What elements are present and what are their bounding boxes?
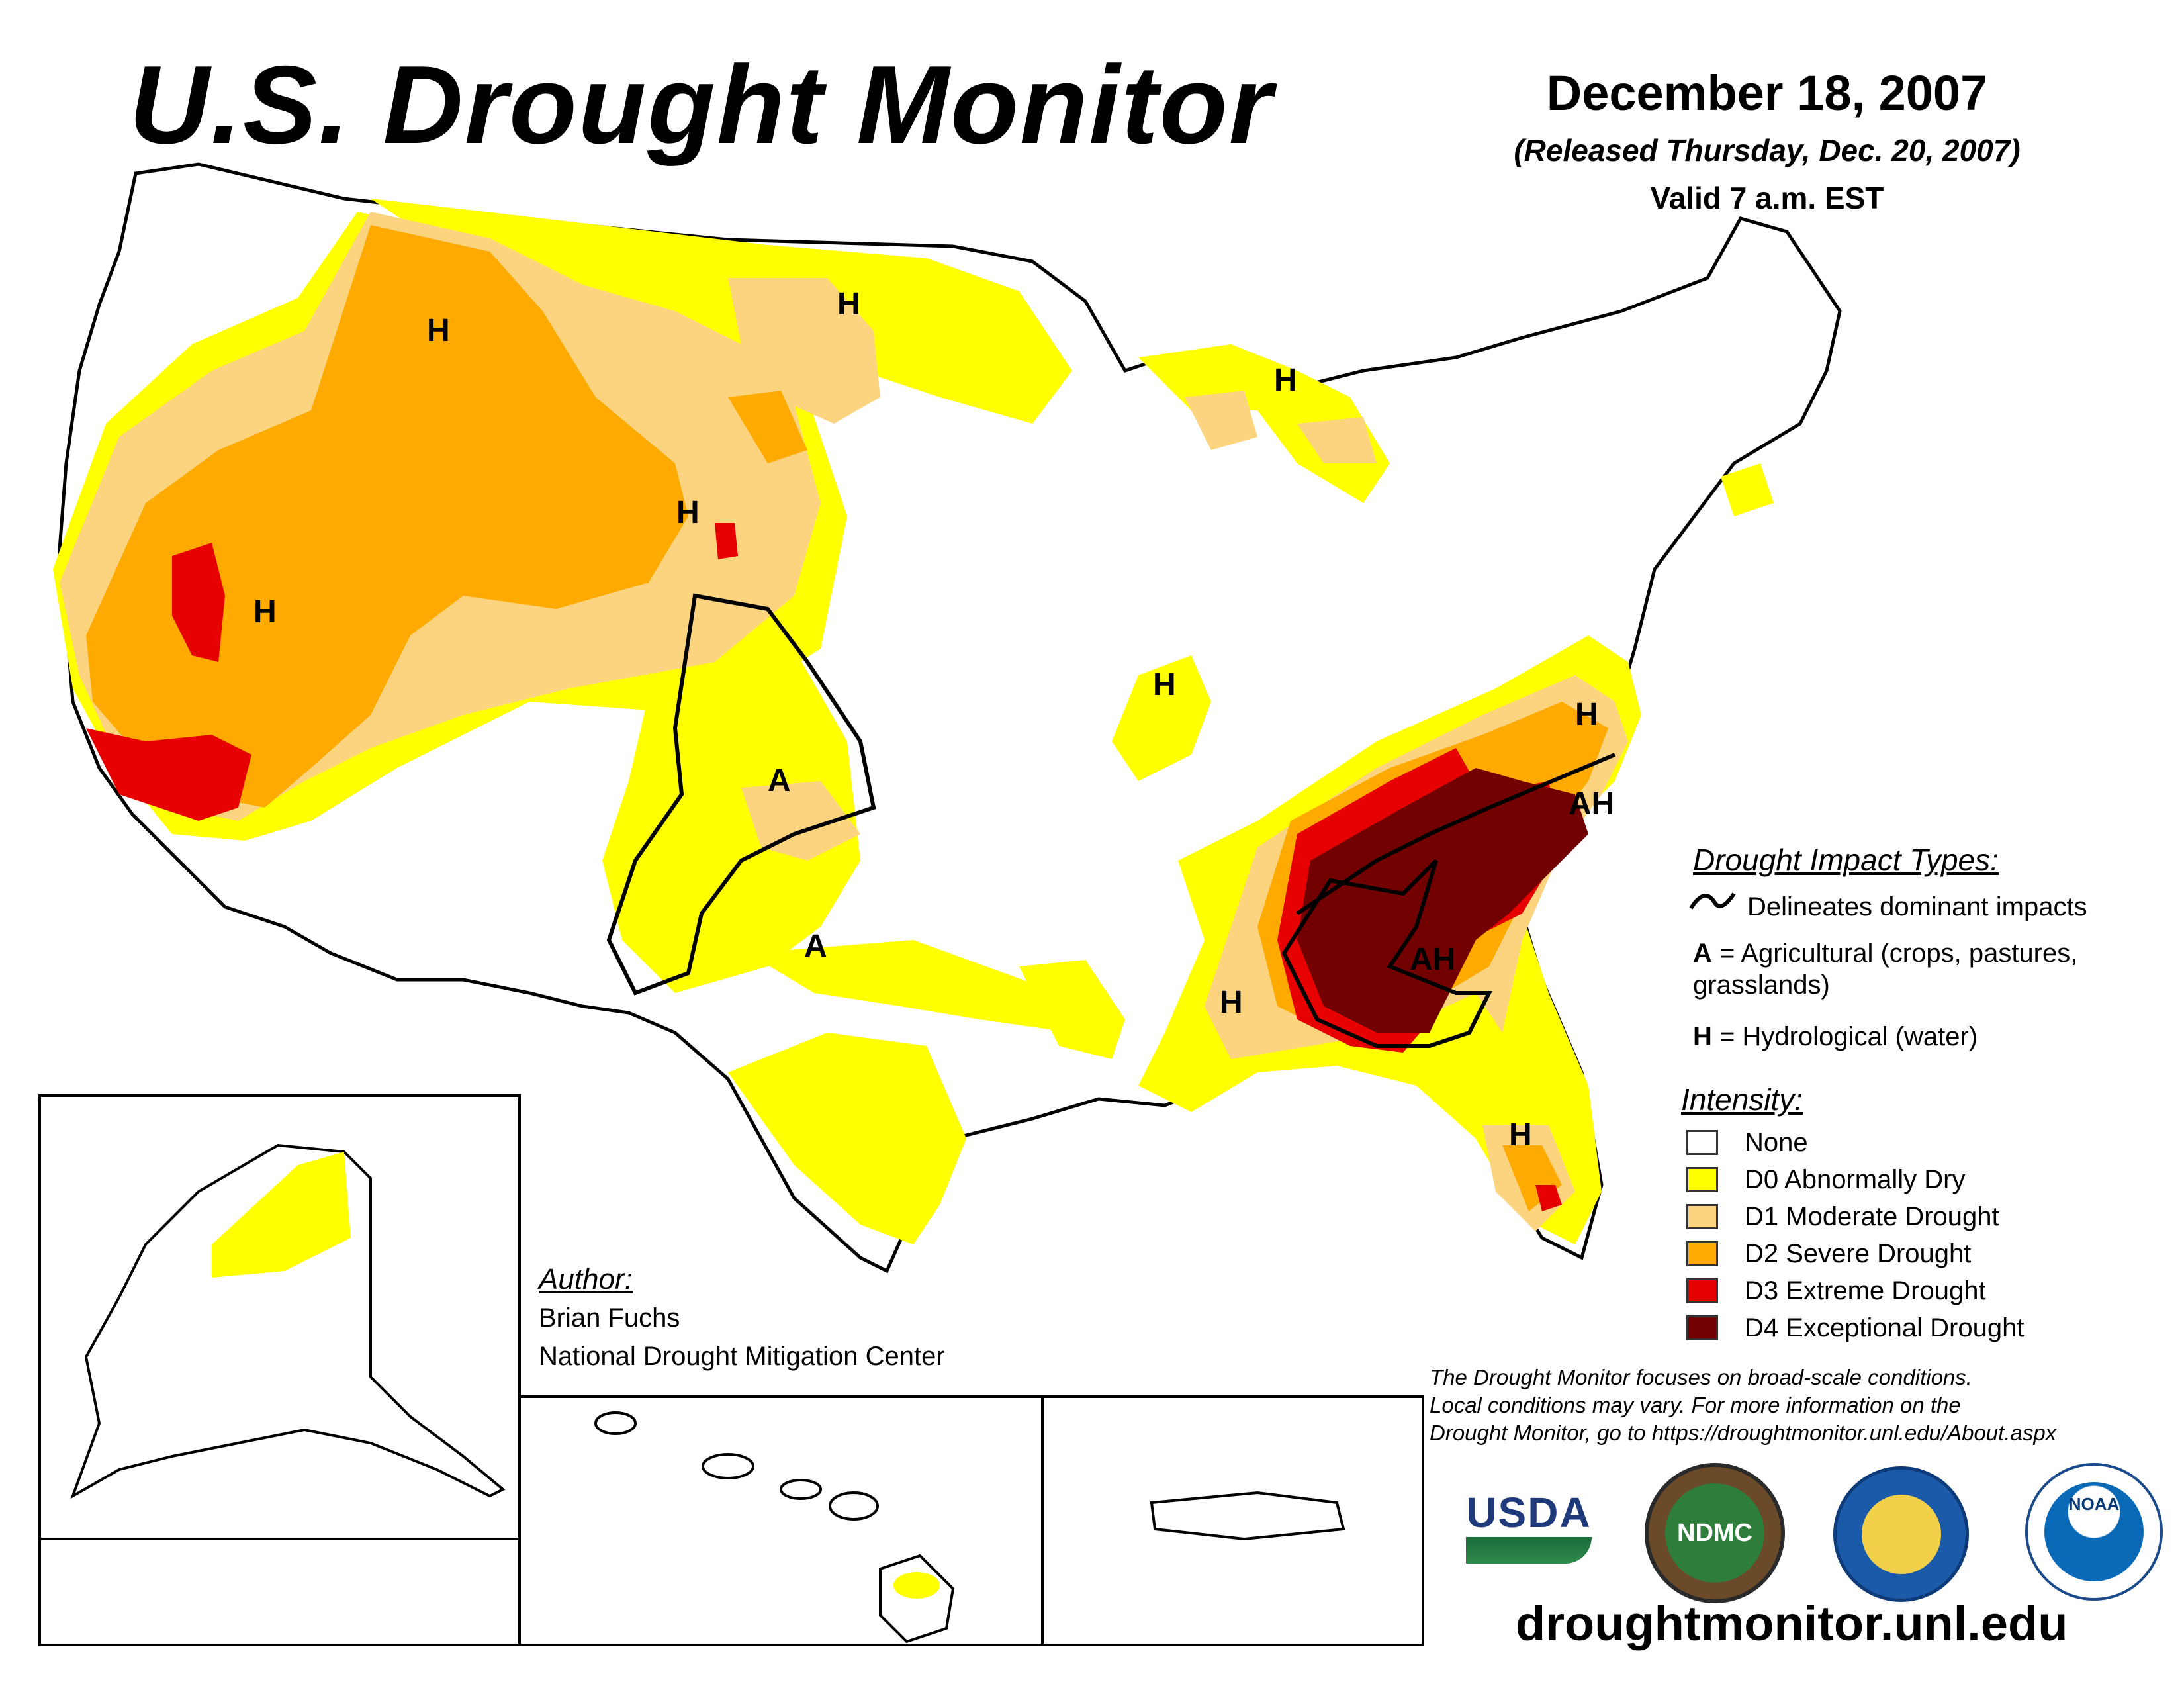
valid-time: Valid 7 a.m. EST <box>1650 181 1884 215</box>
impact-label-ah-north-carolina: AH <box>1569 786 1614 821</box>
impact-label-ah-georgia: AH <box>1410 942 1455 977</box>
intensity-label: D3 Extreme Drought <box>1745 1276 1986 1305</box>
impact-label-h-mississippi: H <box>1220 985 1243 1020</box>
impact-label-h-idaho: H <box>427 313 450 348</box>
impact-a-label-cont: grasslands) <box>1693 970 1830 1000</box>
intensity-legend-item: D0 Abnormally Dry <box>1686 1161 2024 1198</box>
hawaii-d0 <box>893 1572 940 1599</box>
d4-areas <box>1297 768 1588 1033</box>
intensity-swatch <box>1686 1278 1718 1303</box>
intensity-legend-item: None <box>1686 1124 2024 1161</box>
intensity-legend-item: D4 Exceptional Drought <box>1686 1309 2024 1346</box>
impact-h-label: H = Hydrological (water) <box>1693 1022 1978 1051</box>
impact-a-label: A = Agricultural (crops, pastures, <box>1693 939 2078 968</box>
impact-boundaries <box>606 593 1616 1048</box>
intensity-legend-item: D2 Severe Drought <box>1686 1235 2024 1272</box>
intensity-label: D2 Severe Drought <box>1745 1239 1972 1268</box>
noaa-logo[interactable]: NOAA <box>2025 1463 2163 1601</box>
impact-label-h-virginia: H <box>1575 697 1598 732</box>
impact-label-h-north-dakota: H <box>837 287 860 322</box>
author-block: Author: Brian Fuchs National Drought Mit… <box>539 1260 945 1376</box>
website-link[interactable]: droughtmonitor.unl.edu <box>1516 1596 2068 1651</box>
impact-label-h-michigan: H <box>1274 363 1297 398</box>
impact-label-h-florida: H <box>1509 1117 1532 1152</box>
map-date: December 18, 2007 <box>1546 66 1988 120</box>
impact-label-h-wyoming: H <box>676 495 700 530</box>
map-title: U.S. Drought Monitor <box>129 42 1274 167</box>
intensity-swatch <box>1686 1204 1718 1229</box>
intensity-label: D1 Moderate Drought <box>1745 1201 1999 1231</box>
intensity-label: None <box>1745 1127 1808 1157</box>
intensity-swatch <box>1686 1315 1718 1340</box>
impact-label-a-colorado: A <box>768 763 791 798</box>
disclaimer-note: The Drought Monitor focuses on broad-sca… <box>1430 1364 2158 1447</box>
impact-labels: H H H H H H H H H A A AH AH <box>253 287 1614 1152</box>
impact-label-h-nevada: H <box>253 594 277 630</box>
release-date: (Released Thursday, Dec. 20, 2007) <box>1514 133 2021 167</box>
hawaii-inset <box>518 1395 1044 1646</box>
intensity-swatch <box>1686 1130 1718 1155</box>
author-heading: Author: <box>539 1263 633 1295</box>
intensity-swatch <box>1686 1167 1718 1192</box>
ndmc-logo[interactable]: NDMC <box>1645 1463 1785 1603</box>
intensity-legend-item: D1 Moderate Drought <box>1686 1198 2024 1235</box>
commerce-logo[interactable] <box>1833 1466 1969 1602</box>
note-line-2: Local conditions may vary. For more info… <box>1430 1393 1961 1417</box>
alaska-outline <box>70 1143 506 1499</box>
alaska-d0 <box>212 1152 351 1278</box>
intensity-legend-item: D3 Extreme Drought <box>1686 1272 2024 1309</box>
impact-label-a-texas: A <box>804 929 827 964</box>
puerto-rico-outline <box>1150 1491 1345 1541</box>
intensity-swatch <box>1686 1241 1718 1266</box>
usda-logo[interactable]: USDA <box>1463 1476 1595 1575</box>
impact-legend-heading: Drought Impact Types: <box>1693 843 1999 877</box>
impact-line-swatch <box>1689 892 1736 910</box>
intensity-legend: None D0 Abnormally Dry D1 Moderate Drought… <box>1686 1124 2024 1346</box>
impact-line-label: Delineates dominant impacts <box>1747 892 2087 921</box>
impact-label-h-missouri: H <box>1153 667 1176 702</box>
author-name: Brian Fuchs <box>539 1303 680 1333</box>
intensity-label: D0 Abnormally Dry <box>1745 1164 1966 1194</box>
note-line-3: Drought Monitor, go to https://droughtmo… <box>1430 1421 2057 1445</box>
note-line-1: The Drought Monitor focuses on broad-sca… <box>1430 1365 1972 1389</box>
author-org: National Drought Mitigation Center <box>539 1342 945 1371</box>
impact-legend: Drought Impact Types: <box>1693 842 1999 878</box>
intensity-legend-heading: Intensity: <box>1681 1082 1803 1117</box>
intensity-label: D4 Exceptional Drought <box>1745 1313 2025 1342</box>
